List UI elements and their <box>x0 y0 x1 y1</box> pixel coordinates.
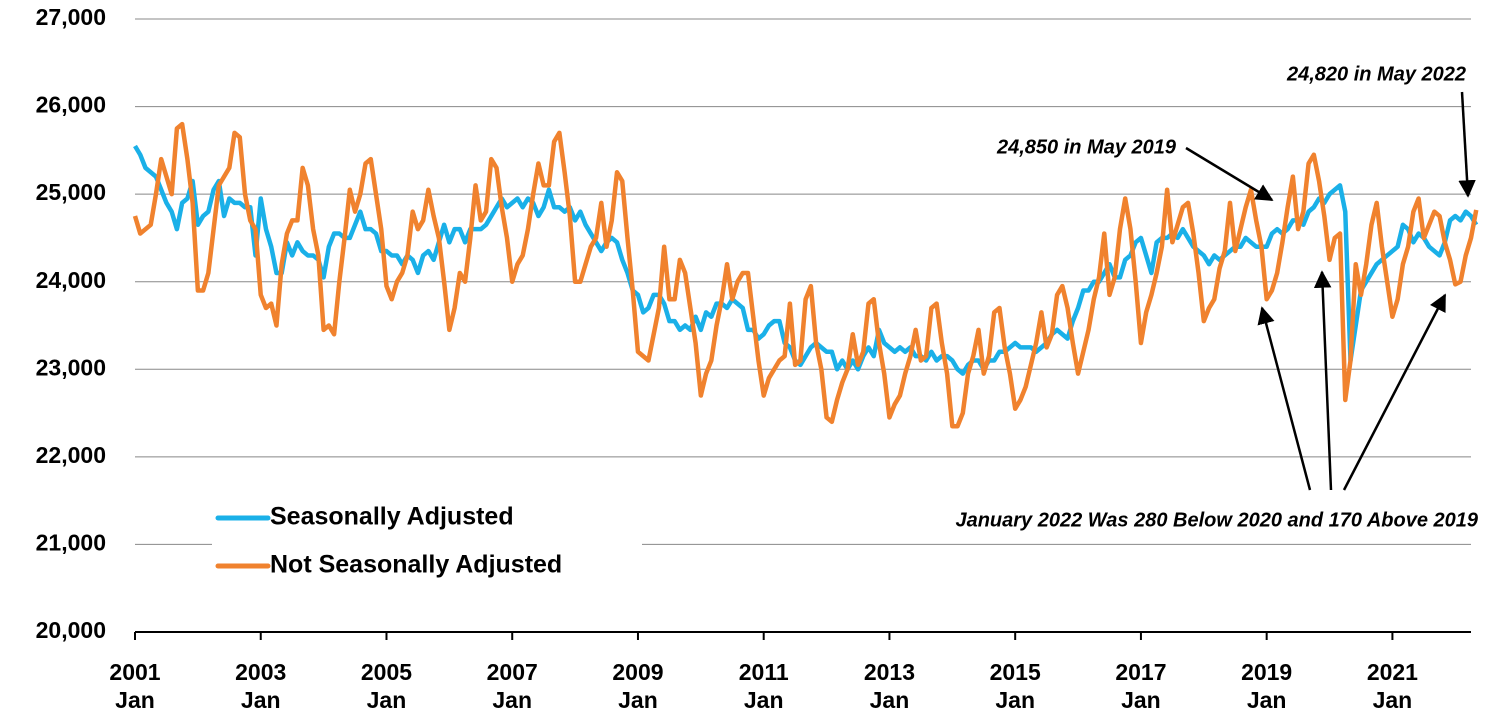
x-tick-label: 2005 Jan <box>360 659 413 713</box>
x-tick-label: 2009 Jan <box>612 659 664 713</box>
legend-label: Seasonally Adjusted <box>270 503 514 531</box>
annotation: January 2022 Was 280 Below 2020 and 170 … <box>955 509 1478 531</box>
annotation-arrow <box>1313 270 1333 491</box>
annotation-arrow <box>1458 91 1476 198</box>
series-line <box>132 121 1479 429</box>
y-tick-label: 21,000 <box>36 530 106 556</box>
x-tick-label: 2007 Jan <box>486 659 538 713</box>
legend-label: Not Seasonally Adjusted <box>270 551 562 579</box>
annotation-arrow <box>1342 293 1447 491</box>
x-tick-label: 2019 Jan <box>1241 659 1293 713</box>
series-line <box>133 144 1479 376</box>
annotation: 24,820 in May 2022 <box>1286 63 1466 85</box>
y-tick-label: 23,000 <box>36 354 106 380</box>
annotation-arrow <box>1185 146 1274 202</box>
y-tick-label: 20,000 <box>36 617 106 643</box>
x-tick-label: 2015 Jan <box>989 659 1041 713</box>
y-tick-label: 25,000 <box>36 179 106 205</box>
annotation-arrow <box>1257 306 1312 491</box>
x-tick-label: 2003 Jan <box>235 659 287 713</box>
x-tick-label: 2021 Jan <box>1366 659 1418 713</box>
x-tick-label: 2017 Jan <box>1115 659 1167 713</box>
y-tick-label: 27,000 <box>36 4 106 30</box>
x-tick-label: 2013 Jan <box>863 659 916 713</box>
x-tick-label: 2001 Jan <box>109 659 161 713</box>
y-tick-label: 26,000 <box>36 92 106 118</box>
y-tick-label: 22,000 <box>36 442 106 468</box>
x-tick-label: 2011 Jan <box>738 659 789 713</box>
annotation: 24,850 in May 2019 <box>996 136 1177 158</box>
y-tick-label: 24,000 <box>36 267 106 293</box>
legend-box <box>212 500 642 588</box>
